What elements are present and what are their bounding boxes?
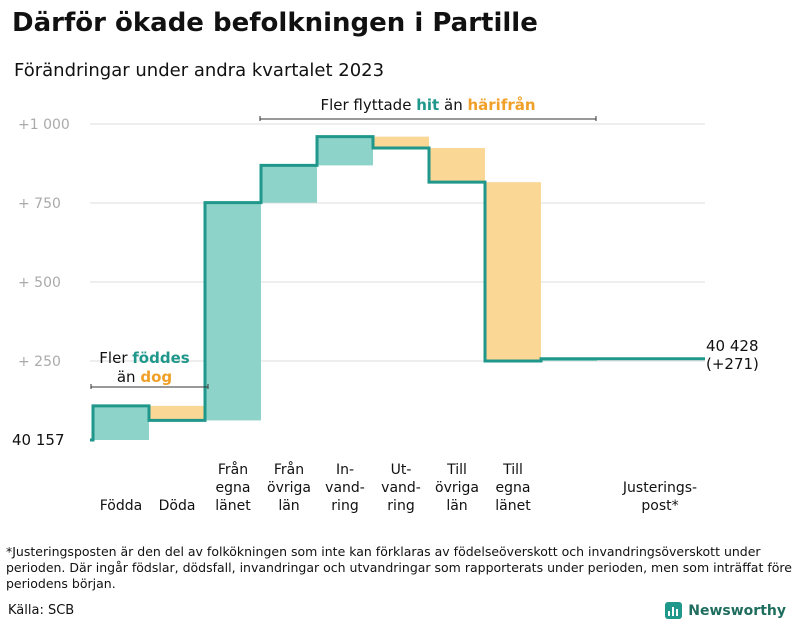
annotation-left-bracket [90,384,209,389]
category-label-5: In- vand- ring [325,462,365,514]
y-tick-label-2: + 500 [18,275,61,291]
annotation-left-text1: Fler [99,349,128,367]
bar-8 [485,182,541,361]
annotation-births-deaths: Fler föddes än dog [82,349,207,387]
brand-logo: Newsworthy [665,602,786,619]
footnote: *Justeringsposten är den del av folkökni… [6,544,792,591]
annotation-top-bracket [259,116,597,121]
chart-subtitle: Förändringar under andra kvartalet 2023 [14,60,385,81]
category-label-7: Till övriga län [435,462,479,514]
cumulative-step-line [90,135,705,442]
bar-5 [317,136,373,166]
y-tick-label-3: + 250 [18,354,61,370]
category-label-6: Ut- vand- ring [381,462,421,514]
annotation-top-middle: än [444,96,463,114]
category-label-8: Till egna länet [495,462,531,514]
chart-title: Därför ökade befolkningen i Partille [12,8,538,38]
annotation-left-highlight1: föddes [132,349,190,367]
bar-7 [429,148,485,183]
annotation-migration: Fler flyttade hit än härifrån [260,96,596,115]
category-label-4: Från övriga län [267,462,311,514]
y-tick-label-1: + 750 [18,196,61,212]
source: Källa: SCB [8,603,75,618]
bar-3 [205,202,261,421]
bar-2 [149,405,205,421]
category-label-1: Födda [99,498,143,514]
category-label-9: Justerings- post* [622,480,698,514]
annotation-top-prefix: Fler flyttade [320,96,412,114]
end-value: 40 428 [706,337,759,355]
annotation-top-highlight1: hit [416,96,440,114]
category-label-3: Från egna länet [215,462,251,514]
bar-6 [373,136,429,149]
category-label-2: Döda [158,498,196,514]
bar-1 [93,405,149,440]
brand-name: Newsworthy [688,602,786,619]
base-value-label: 40 157 [12,431,65,449]
end-change: (+271) [706,355,759,373]
annotation-left-highlight2: dog [140,368,173,386]
bar-4 [261,165,317,203]
end-value-label: 40 428 (+271) [706,337,759,373]
newsworthy-logo-icon [665,602,683,619]
annotation-left-text2: än [116,368,136,386]
annotation-top-highlight2: härifrån [467,96,536,114]
y-tick-label-0: +1 000 [18,117,70,133]
